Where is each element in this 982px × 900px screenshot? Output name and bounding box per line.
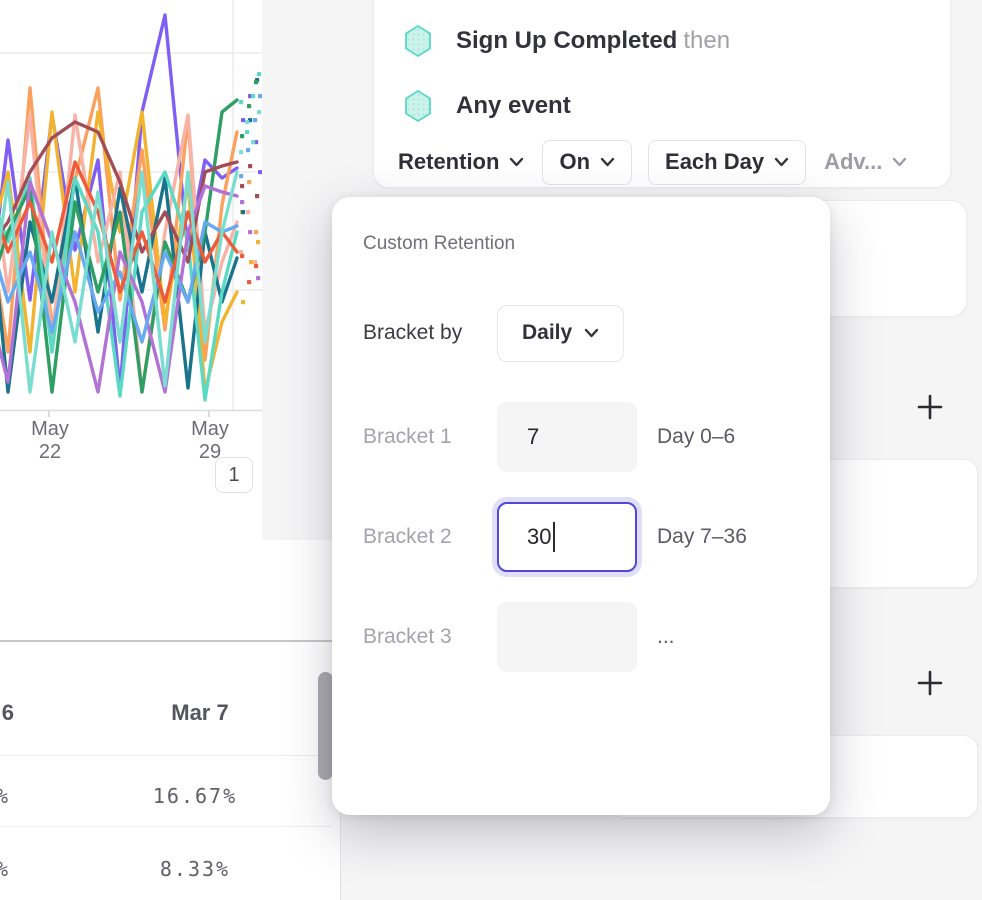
- each-day-dropdown[interactable]: Each Day: [648, 139, 807, 185]
- bracket-2-input[interactable]: 30: [497, 502, 637, 572]
- table-column-header: Mar 7: [171, 700, 229, 725]
- add-button[interactable]: [917, 394, 943, 420]
- bracket-1-value: 7: [527, 424, 540, 449]
- chart-series: [0, 13, 262, 402]
- chevron-down-icon: [585, 328, 599, 338]
- table-cell-value: 16.67%: [152, 784, 238, 808]
- event-hexagon-icon: [405, 25, 431, 57]
- custom-retention-modal: Custom Retention Bracket by Daily Bracke…: [332, 197, 830, 815]
- retention-dropdown[interactable]: Retention: [396, 149, 526, 175]
- table-header-divider: [0, 755, 332, 756]
- table-cell-partial: %: [0, 857, 16, 881]
- bracket-2-value: 30: [527, 524, 552, 549]
- bracket-1-label: Bracket 1: [363, 425, 452, 448]
- table-cell-partial: %: [0, 784, 16, 808]
- chevron-down-icon: [510, 157, 524, 167]
- bracket-1-input[interactable]: 7: [497, 402, 637, 472]
- chart-pagination-button[interactable]: 1: [215, 457, 253, 493]
- chart-panel: May 22 May 29 1: [0, 0, 262, 540]
- modal-title: Custom Retention: [363, 233, 516, 254]
- measurement-controls-row: Retention On Each Day Adv...: [396, 139, 909, 185]
- panel-right-border: [340, 812, 341, 900]
- bracket-1-range: Day 0–6: [657, 425, 736, 448]
- x-axis-label: May 22: [31, 418, 69, 463]
- advanced-dropdown[interactable]: Adv...: [822, 149, 909, 175]
- bracket-row-3: Bracket 3 ...: [363, 602, 675, 672]
- bracket-2-label: Bracket 2: [363, 525, 452, 548]
- bracket-3-label: Bracket 3: [363, 625, 452, 648]
- advanced-dropdown-label: Adv...: [824, 149, 883, 174]
- bracket-by-value: Daily: [522, 321, 573, 344]
- on-dropdown-label: On: [559, 149, 591, 174]
- table-row-divider: [0, 826, 332, 827]
- bracket-row-1: Bracket 1 7 Day 0–6: [363, 402, 735, 472]
- bracket-row-2: Bracket 2 30 Day 7–36: [363, 502, 747, 572]
- chevron-down-icon: [893, 157, 907, 167]
- bracket-3-input[interactable]: [497, 602, 637, 672]
- table-panel: [0, 540, 341, 900]
- chevron-down-icon: [774, 157, 789, 167]
- bracket-by-row: Bracket by Daily: [363, 304, 625, 362]
- bracket-by-label: Bracket by: [363, 321, 463, 344]
- retention-line-chart: [0, 0, 262, 417]
- chevron-down-icon: [600, 157, 615, 167]
- x-axis-label: May 29: [191, 418, 229, 463]
- retention-dropdown-label: Retention: [398, 149, 500, 174]
- table-column-header-prev: Mar 6: [0, 700, 14, 725]
- on-dropdown[interactable]: On: [542, 139, 633, 185]
- event-step-row[interactable]: Sign Up Completed then: [404, 23, 730, 59]
- table-cell-value: 8.33%: [159, 857, 231, 881]
- event-step-label: Sign Up Completed then: [456, 27, 730, 55]
- section-divider[interactable]: [0, 640, 332, 642]
- event-hexagon-icon: [405, 90, 431, 122]
- query-builder-card: Sign Up Completed then Any event Retentio…: [373, 0, 951, 188]
- bracket-by-dropdown[interactable]: Daily: [497, 304, 625, 362]
- each-day-dropdown-label: Each Day: [665, 149, 765, 174]
- text-caret: [553, 522, 556, 552]
- bracket-2-range: Day 7–36: [657, 525, 747, 548]
- add-button[interactable]: [917, 670, 943, 696]
- event-name: Sign Up Completed: [456, 27, 678, 54]
- vertical-scrollbar-thumb[interactable]: [318, 672, 333, 780]
- event-step-row[interactable]: Any event: [404, 88, 571, 124]
- event-name: Any event: [456, 92, 571, 119]
- event-suffix: then: [683, 27, 731, 54]
- bracket-3-range: ...: [657, 625, 675, 648]
